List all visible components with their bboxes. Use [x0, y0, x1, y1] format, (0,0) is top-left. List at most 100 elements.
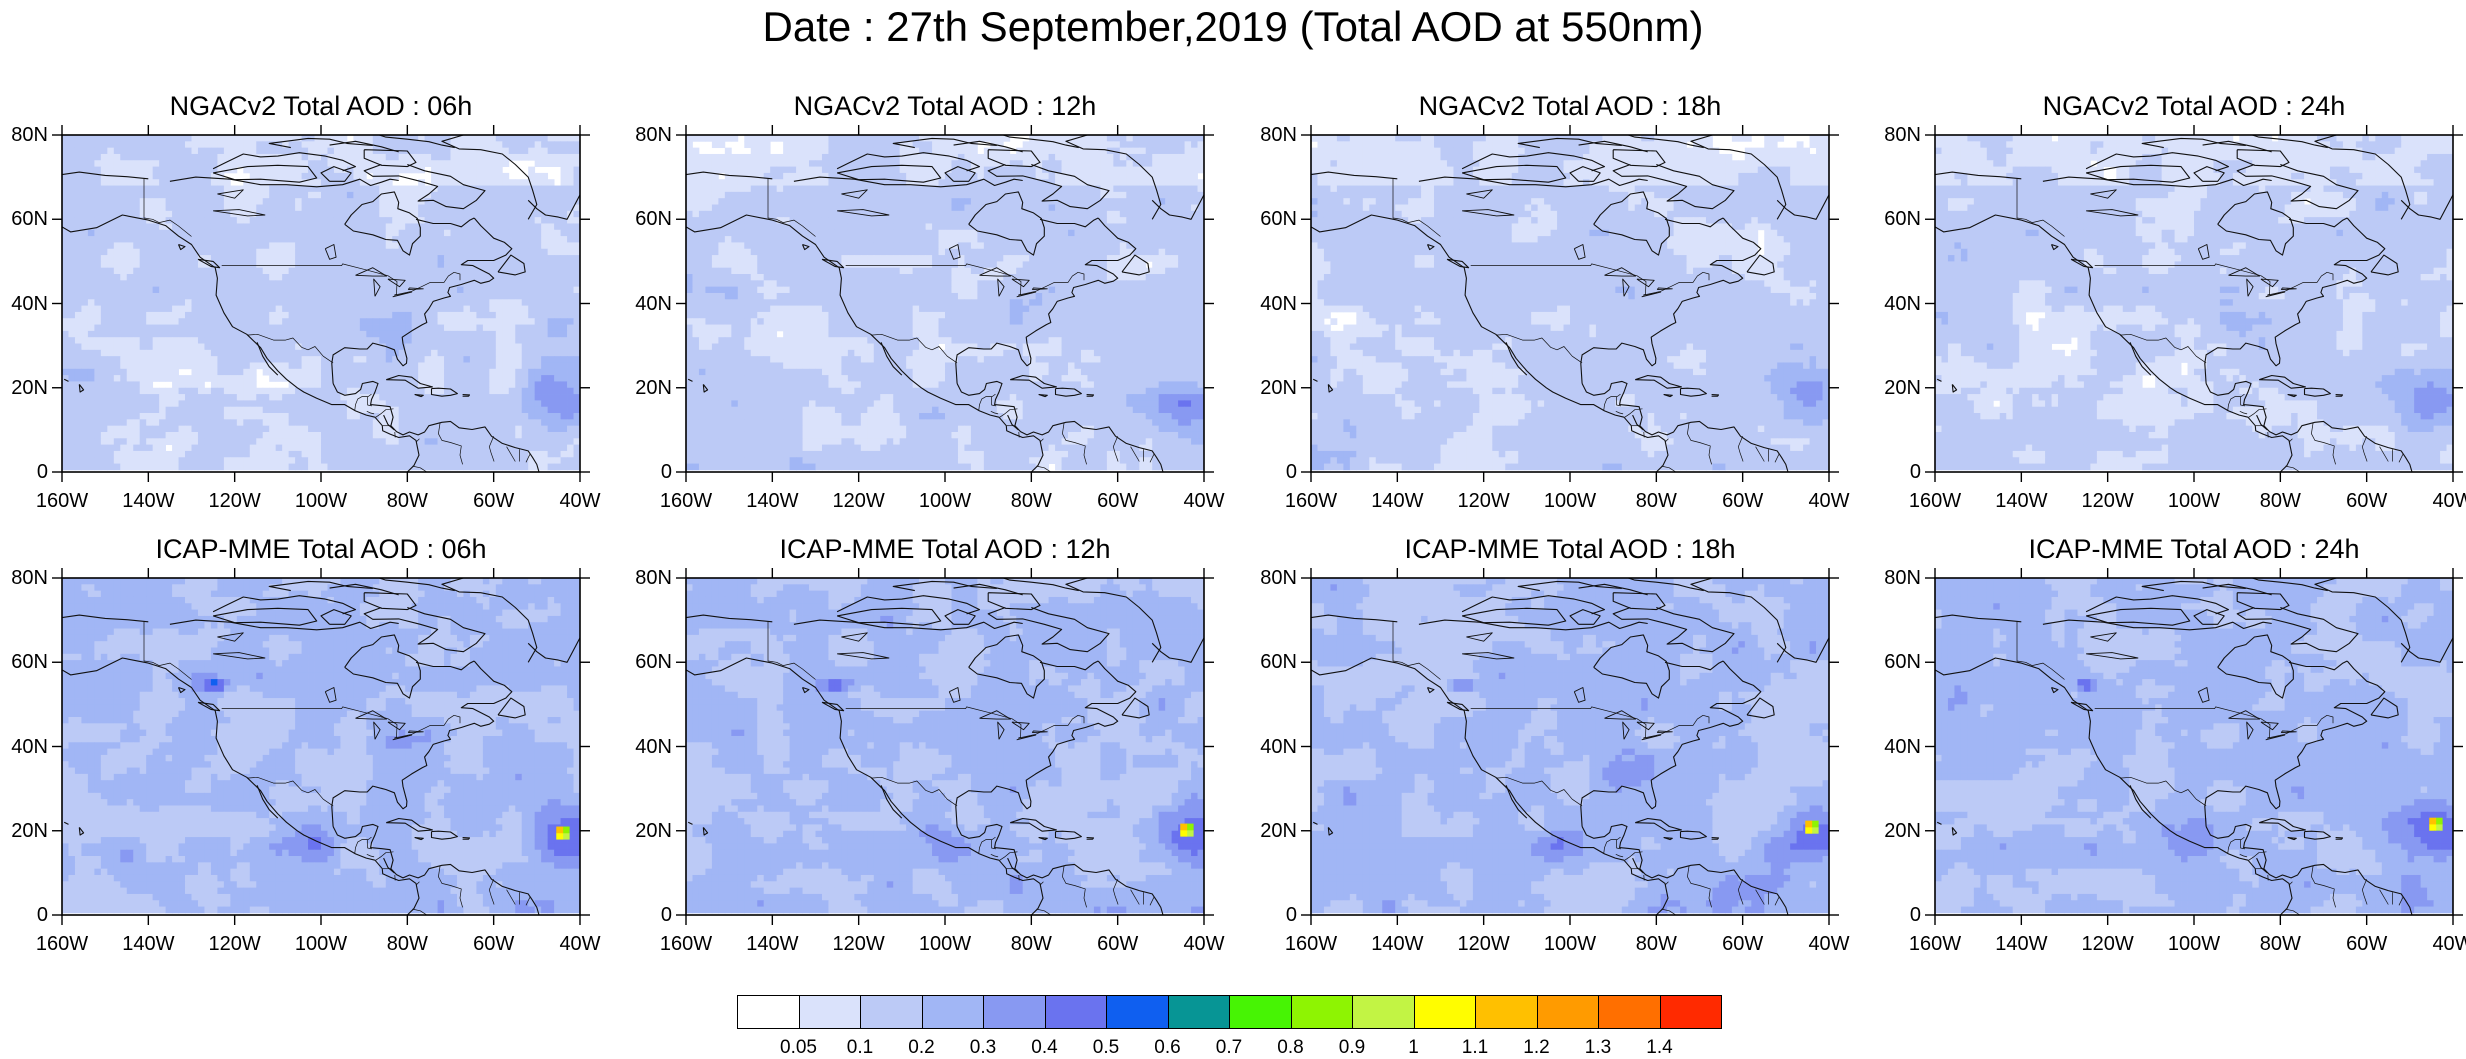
aod-hotspot-cell [2429, 824, 2436, 831]
aod-map [1935, 135, 2453, 472]
lat-tick-label: 0 [620, 904, 672, 926]
lat-tick-label: 60N [1869, 651, 1921, 673]
aod-map [1311, 135, 1829, 472]
aod-map [686, 578, 1204, 915]
lon-tick-label: 160W [1905, 490, 1965, 512]
lon-tick-label: 60W [1088, 490, 1148, 512]
lon-tick-label: 40W [1174, 490, 1234, 512]
lon-tick-label: 120W [2078, 490, 2138, 512]
lat-tick-label: 80N [1245, 567, 1297, 589]
aod-hotspot-cell [1812, 827, 1819, 834]
lat-tick-label: 80N [620, 124, 672, 146]
aod-field [1311, 135, 1829, 470]
lon-tick-label: 140W [118, 933, 178, 955]
panel-title: NGACv2 Total AOD : 24h [1895, 91, 2466, 121]
lon-tick-label: 160W [1281, 490, 1341, 512]
aod-field [686, 578, 1204, 913]
aod-hotspot-cell [563, 833, 570, 840]
lon-tick-label: 100W [915, 933, 975, 955]
lon-tick-label: 140W [1367, 933, 1427, 955]
lon-tick-label: 40W [1799, 490, 1859, 512]
colorbar-swatch [983, 995, 1046, 1029]
lat-tick-label: 60N [620, 208, 672, 230]
lon-tick-label: 60W [1713, 490, 1773, 512]
lon-tick-label: 100W [291, 490, 351, 512]
lon-tick-label: 140W [742, 490, 802, 512]
panel-title: ICAP-MME Total AOD : 12h [646, 534, 1244, 564]
lon-tick-label: 40W [1174, 933, 1234, 955]
colorbar-swatch [1106, 995, 1169, 1029]
lon-tick-label: 80W [1001, 933, 1061, 955]
lat-tick-label: 60N [0, 208, 48, 230]
lon-tick-label: 60W [1713, 933, 1773, 955]
aod-field [1935, 135, 2453, 470]
aod-field [62, 135, 580, 470]
lon-tick-label: 60W [2337, 933, 2397, 955]
lon-tick-label: 80W [1626, 933, 1686, 955]
lat-tick-label: 20N [620, 377, 672, 399]
lon-tick-label: 80W [377, 933, 437, 955]
colorbar-swatch [1660, 995, 1723, 1029]
lon-tick-label: 40W [550, 933, 610, 955]
lon-tick-label: 100W [2164, 490, 2224, 512]
lat-tick-label: 40N [0, 736, 48, 758]
panel-title: NGACv2 Total AOD : 06h [22, 91, 620, 121]
aod-hotspot-cell [2436, 824, 2443, 831]
panel-title: ICAP-MME Total AOD : 18h [1271, 534, 1869, 564]
aod-hotspot-cell [1187, 824, 1194, 831]
lon-tick-label: 160W [656, 933, 716, 955]
lon-tick-label: 120W [829, 490, 889, 512]
colorbar-swatch [860, 995, 923, 1029]
lat-tick-label: 20N [1869, 377, 1921, 399]
aod-hotspot-cell [1805, 821, 1812, 828]
aod-hotspot-cell [2436, 818, 2443, 825]
aod-field [1935, 578, 2453, 913]
lon-tick-label: 100W [1540, 933, 1600, 955]
lat-tick-label: 20N [0, 377, 48, 399]
lon-tick-label: 120W [205, 933, 265, 955]
aod-hotspot-cell [1180, 830, 1187, 837]
lat-tick-label: 60N [1869, 208, 1921, 230]
lon-tick-label: 80W [377, 490, 437, 512]
lat-tick-label: 80N [0, 124, 48, 146]
aod-hotspot-cell [556, 827, 563, 834]
panel-title: NGACv2 Total AOD : 18h [1271, 91, 1869, 121]
lon-tick-label: 40W [1799, 933, 1859, 955]
colorbar-swatch [799, 995, 862, 1029]
lon-tick-label: 100W [915, 490, 975, 512]
lon-tick-label: 60W [2337, 490, 2397, 512]
colorbar-swatch [1537, 995, 1600, 1029]
aod-hotspot-cell [1187, 830, 1194, 837]
lat-tick-label: 80N [1245, 124, 1297, 146]
lon-tick-label: 80W [2250, 933, 2310, 955]
lon-tick-label: 80W [2250, 490, 2310, 512]
aod-hotspot-cell [563, 827, 570, 834]
lat-tick-label: 20N [1245, 377, 1297, 399]
colorbar-swatch [1475, 995, 1538, 1029]
colorbar-swatch [1291, 995, 1354, 1029]
lat-tick-label: 0 [0, 904, 48, 926]
lon-tick-label: 140W [118, 490, 178, 512]
lon-tick-label: 80W [1001, 490, 1061, 512]
lon-tick-label: 80W [1626, 490, 1686, 512]
aod-hotspot-cell [1805, 827, 1812, 834]
aod-hotspot-cell [2429, 818, 2436, 825]
lon-tick-label: 140W [1991, 933, 2051, 955]
colorbar-swatch [1352, 995, 1415, 1029]
aod-map [686, 135, 1204, 472]
lat-tick-label: 60N [620, 651, 672, 673]
lat-tick-label: 80N [1869, 124, 1921, 146]
colorbar-swatch [737, 995, 800, 1029]
lat-tick-label: 20N [1245, 820, 1297, 842]
lon-tick-label: 140W [742, 933, 802, 955]
figure-title: Date : 27th September,2019 (Total AOD at… [0, 2, 2466, 52]
lon-tick-label: 100W [1540, 490, 1600, 512]
lat-tick-label: 20N [620, 820, 672, 842]
colorbar-swatch [1229, 995, 1292, 1029]
lat-tick-label: 0 [1869, 461, 1921, 483]
lon-tick-label: 120W [1454, 933, 1514, 955]
lon-tick-label: 40W [2423, 490, 2466, 512]
lon-tick-label: 60W [464, 490, 524, 512]
lat-tick-label: 40N [620, 293, 672, 315]
lon-tick-label: 160W [1905, 933, 1965, 955]
